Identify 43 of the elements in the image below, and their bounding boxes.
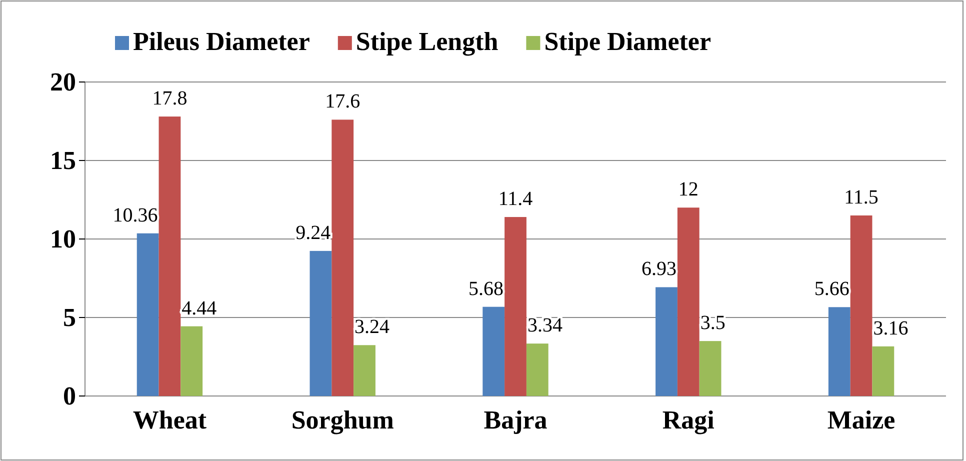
data-label: 17.6 — [325, 90, 360, 113]
bar — [354, 345, 376, 396]
bar — [310, 250, 332, 396]
y-tick-label: 5 — [63, 302, 76, 332]
bar — [850, 215, 872, 396]
data-label: 3.24 — [354, 316, 390, 338]
x-tick-label: Maize — [827, 405, 896, 434]
bar — [656, 287, 678, 396]
bar — [136, 233, 159, 396]
bar — [526, 344, 548, 396]
x-tick-label: Wheat — [132, 405, 207, 434]
data-label: 6.93 — [641, 258, 676, 280]
data-label: 12 — [678, 178, 698, 201]
bar — [332, 120, 354, 396]
x-tick-label: Sorghum — [291, 405, 394, 434]
data-label: 10.36 — [112, 204, 158, 226]
data-label: 3.34 — [527, 314, 562, 337]
legend-label: Pileus Diameter — [133, 27, 310, 56]
x-tick-label: Bajra — [484, 405, 548, 434]
legend-label: Stipe Diameter — [544, 27, 711, 56]
bar — [180, 326, 203, 396]
data-label: 11.4 — [498, 188, 533, 210]
y-tick-label: 0 — [63, 381, 76, 410]
bar — [158, 116, 181, 396]
bar — [828, 307, 850, 396]
data-label: 11.5 — [844, 186, 878, 208]
data-label: 4.44 — [182, 297, 217, 320]
data-label: 3.5 — [700, 312, 726, 334]
bar — [872, 346, 894, 396]
legend-label: Stipe Length — [356, 27, 499, 56]
x-tick-label: Ragi — [662, 405, 714, 434]
data-label: 5.66 — [814, 278, 850, 300]
bar — [482, 306, 505, 396]
bar — [504, 217, 526, 396]
data-label: 3.16 — [873, 317, 908, 340]
bar — [699, 341, 722, 396]
data-label: 9.24 — [296, 222, 331, 244]
y-tick-label: 15 — [50, 146, 76, 175]
y-tick-label: 10 — [50, 224, 76, 254]
data-label: 5.68 — [468, 278, 504, 300]
data-label: 17.8 — [152, 88, 188, 110]
y-tick-label: 20 — [50, 67, 76, 96]
bar — [677, 208, 700, 396]
